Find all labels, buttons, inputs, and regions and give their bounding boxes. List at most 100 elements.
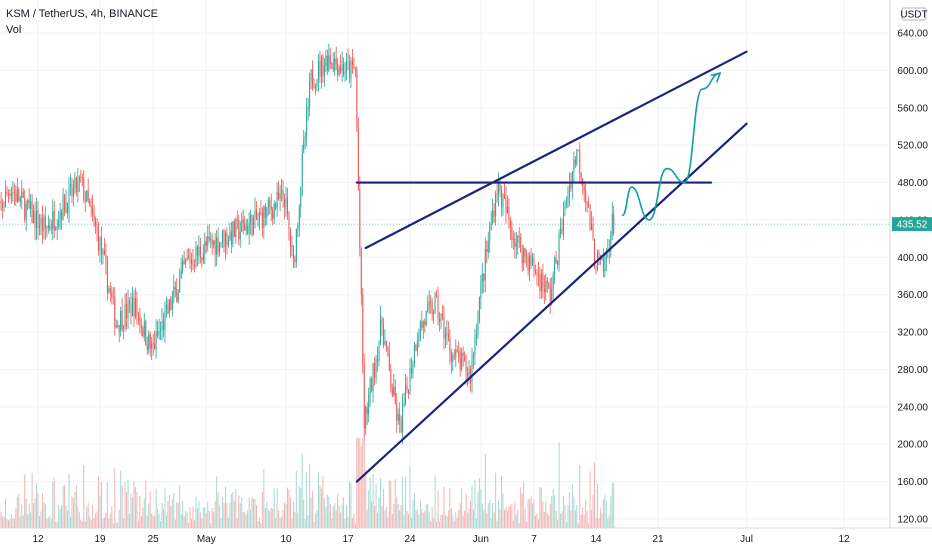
- volume-bar: [523, 481, 525, 528]
- candle: [196, 244, 198, 267]
- volume-bar: [301, 453, 303, 528]
- price-tick-label: 360.00: [897, 290, 928, 301]
- price-tick-label: 240.00: [897, 402, 928, 413]
- volume-bar: [232, 491, 234, 528]
- volume-bar: [309, 463, 311, 528]
- volume-bar: [295, 470, 297, 528]
- candle: [363, 354, 365, 439]
- volume-bar: [69, 516, 71, 528]
- candle: [391, 383, 393, 398]
- volume-bar: [74, 491, 76, 528]
- volume-bar: [272, 508, 274, 528]
- volume-bar: [502, 493, 504, 528]
- candle: [518, 226, 520, 249]
- candle: [604, 253, 606, 278]
- volume-bar: [363, 438, 365, 528]
- candle: [220, 242, 222, 248]
- candle: [431, 298, 433, 321]
- candle: [334, 51, 336, 77]
- volume-bar: [189, 506, 191, 528]
- candle: [436, 290, 438, 298]
- candle: [95, 216, 97, 234]
- volume-bar: [118, 509, 120, 528]
- candle: [387, 345, 389, 357]
- volume-bar: [261, 491, 263, 528]
- candle: [521, 244, 523, 272]
- candle: [585, 183, 587, 212]
- candle: [496, 180, 498, 203]
- candle: [193, 259, 195, 273]
- candle: [247, 218, 249, 235]
- candle: [149, 331, 151, 357]
- candle: [294, 255, 296, 269]
- candle: [343, 57, 345, 78]
- volume-bar: [162, 508, 164, 528]
- volume-bar: [44, 503, 46, 528]
- volume-bar: [340, 512, 342, 528]
- candle: [257, 212, 259, 228]
- volume-bar: [328, 496, 330, 528]
- volume-bar: [241, 497, 243, 528]
- candle: [434, 291, 436, 315]
- volume-bar: [366, 509, 368, 528]
- volume-bar: [90, 520, 92, 528]
- volume-bar: [322, 476, 324, 528]
- volume-bar: [146, 515, 148, 528]
- candle: [443, 305, 445, 350]
- volume-bar: [174, 519, 176, 528]
- candle: [508, 198, 510, 229]
- volume-bar: [453, 521, 455, 528]
- volume-bar: [390, 481, 392, 528]
- candle: [185, 258, 187, 269]
- candle: [408, 389, 410, 399]
- volume-bar: [72, 498, 74, 528]
- volume-bar: [384, 510, 386, 528]
- volume-bar: [447, 510, 449, 528]
- volume-bar: [571, 484, 573, 528]
- candle: [40, 214, 42, 236]
- volume-bar: [235, 488, 237, 528]
- volume-bar: [365, 470, 367, 528]
- volume-bar: [549, 503, 551, 528]
- trendline[interactable]: [364, 50, 748, 250]
- candle: [211, 233, 213, 255]
- volume-bar: [338, 505, 340, 528]
- currency-badge[interactable]: USDT: [900, 7, 928, 21]
- candle: [111, 286, 113, 305]
- volume-bar: [362, 438, 364, 528]
- candle: [554, 255, 556, 285]
- volume-bar: [18, 493, 20, 528]
- candle: [267, 196, 269, 216]
- candle: [422, 320, 424, 339]
- candle: [526, 249, 528, 268]
- volume-bar: [68, 473, 70, 528]
- candle: [474, 328, 476, 366]
- candle: [563, 201, 565, 241]
- volume-bar: [226, 502, 228, 528]
- volume-bar: [109, 514, 111, 528]
- price-tick-label: 680.00: [897, 0, 928, 2]
- candle: [378, 340, 380, 367]
- candle: [374, 357, 376, 386]
- candle: [388, 341, 390, 372]
- candle: [130, 292, 132, 325]
- candle: [536, 269, 538, 286]
- candle: [261, 207, 263, 237]
- volume-bar: [350, 483, 352, 528]
- volume-bar: [157, 508, 159, 528]
- candle: [331, 61, 333, 69]
- volume-bar: [229, 502, 231, 528]
- candle: [571, 170, 573, 200]
- volume-bar: [115, 522, 117, 528]
- trendline[interactable]: [355, 122, 748, 483]
- candle: [511, 220, 513, 249]
- candle: [253, 215, 255, 236]
- candle: [484, 237, 486, 292]
- volume-bar: [441, 514, 443, 528]
- projection-path[interactable]: [621, 72, 721, 221]
- candle: [0, 192, 2, 211]
- volume-bar: [520, 487, 522, 528]
- volume-bar: [93, 518, 95, 528]
